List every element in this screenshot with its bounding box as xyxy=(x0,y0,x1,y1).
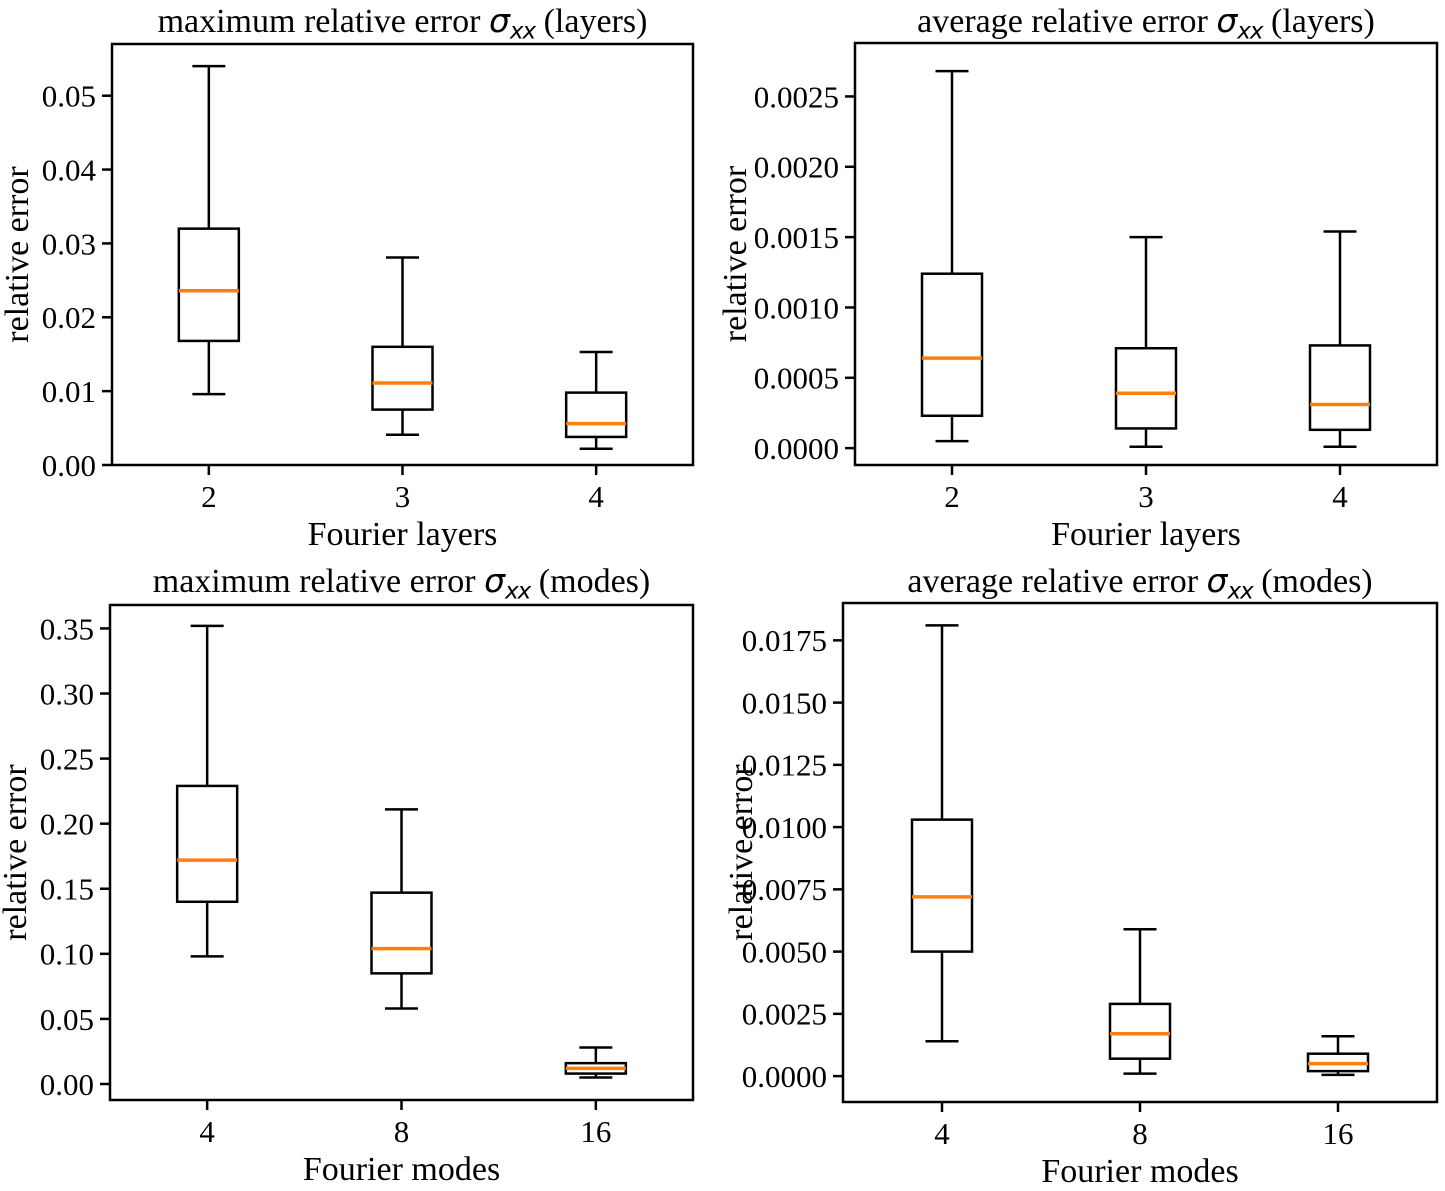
sigma-subscript: xx xyxy=(509,18,536,45)
x-axis-label: Fourier layers xyxy=(1051,516,1241,553)
y-tick-label: 0.00 xyxy=(42,448,96,483)
iqr-box xyxy=(370,891,433,975)
y-tick-label: 0.0025 xyxy=(742,997,827,1032)
chart-title: average relative error σxx (layers) xyxy=(855,2,1437,50)
x-axis-label: Fourier layers xyxy=(308,516,498,553)
y-tick-label: 0.0000 xyxy=(754,431,839,466)
iqr-box xyxy=(1114,346,1178,430)
y-tick-label: 0.0150 xyxy=(742,685,827,720)
y-axis-label: relative error xyxy=(0,166,36,343)
x-tick-label: 2 xyxy=(944,479,960,514)
y-tick-label: 0.20 xyxy=(40,807,94,842)
iqr-box xyxy=(371,345,434,411)
iqr-box xyxy=(175,784,239,904)
sigma-symbol: σ xyxy=(484,561,506,600)
y-tick-label: 0.0025 xyxy=(754,79,839,114)
y-axis-label: relative error xyxy=(723,764,760,941)
y-tick-label: 0.25 xyxy=(40,741,94,776)
title-text: (layers) xyxy=(1262,3,1375,40)
subplot-avg-error-layers: average relative error σxx (layers) 0.00… xyxy=(722,0,1445,560)
y-tick-label: 0.0175 xyxy=(742,623,827,658)
title-text: (modes) xyxy=(530,563,651,600)
iqr-box xyxy=(910,818,974,953)
y-tick-label: 0.0100 xyxy=(742,810,827,845)
y-tick-label: 0.10 xyxy=(40,937,94,972)
boxplot-canvas: 0.00 0.01 0.02 0.03 0.04 0.05 2 3 4 Fourier layer… xyxy=(0,42,695,553)
iqr-box xyxy=(177,227,241,343)
y-tick-label: 0.00 xyxy=(40,1067,94,1102)
x-tick-label: 2 xyxy=(201,479,217,514)
boxplot-canvas: 0.0000 0.0005 0.0010 0.0015 0.0020 0.0025 2 3 4 F… xyxy=(722,41,1439,553)
title-text: average relative error xyxy=(907,563,1207,600)
y-tick-label: 0.15 xyxy=(40,872,94,907)
y-tick-label: 0.0020 xyxy=(754,150,839,185)
title-text: average relative error xyxy=(917,3,1217,40)
y-tick-label: 0.04 xyxy=(42,152,97,187)
y-tick-label: 0.05 xyxy=(40,1002,94,1037)
x-tick-label: 4 xyxy=(1332,479,1348,514)
x-axis-label: Fourier modes xyxy=(1041,1153,1238,1190)
x-tick-label: 8 xyxy=(394,1114,410,1149)
boxplot-canvas: 0.00 0.05 0.10 0.15 0.20 0.25 0.30 0.35 4 8 16 Four… xyxy=(0,603,695,1188)
iqr-box xyxy=(1308,344,1372,432)
x-tick-label: 8 xyxy=(1132,1116,1148,1151)
y-tick-label: 0.0000 xyxy=(742,1059,827,1094)
x-tick-label: 16 xyxy=(580,1114,611,1149)
iqr-box xyxy=(564,391,628,439)
y-axis-label: relative error xyxy=(0,764,34,941)
chart-title: maximum relative error σxx (modes) xyxy=(110,562,693,610)
y-tick-label: 0.02 xyxy=(42,300,96,335)
sigma-subscript: xx xyxy=(505,578,531,605)
title-text: (layers) xyxy=(535,3,648,40)
y-tick-label: 0.0050 xyxy=(742,934,827,969)
iqr-box xyxy=(920,272,984,418)
chart-title: maximum relative error σxx (layers) xyxy=(112,2,693,50)
x-tick-label: 16 xyxy=(1323,1116,1354,1151)
sigma-symbol: σ xyxy=(1206,561,1228,600)
boxplot-canvas: 0.0000 0.0025 0.0050 0.0075 0.0100 0.0125 0.01… xyxy=(723,601,1439,1190)
iqr-box xyxy=(1108,1002,1172,1060)
y-tick-label: 0.0075 xyxy=(742,872,827,907)
x-tick-label: 3 xyxy=(1138,479,1154,514)
y-tick-label: 0.35 xyxy=(40,611,94,646)
y-axis-label: relative error xyxy=(722,165,754,342)
chart-title: average relative error σxx (modes) xyxy=(843,562,1437,610)
title-text: (modes) xyxy=(1252,563,1373,600)
title-text: maximum relative error xyxy=(157,3,489,40)
x-tick-label: 4 xyxy=(199,1114,215,1149)
y-tick-label: 0.01 xyxy=(42,374,96,409)
sigma-subscript: xx xyxy=(1227,578,1253,605)
sigma-symbol: σ xyxy=(488,1,510,40)
title-text: maximum relative error xyxy=(152,563,485,600)
y-tick-label: 0.03 xyxy=(42,226,96,261)
y-tick-label: 0.05 xyxy=(42,79,96,114)
sigma-symbol: σ xyxy=(1216,1,1238,40)
y-tick-label: 0.0010 xyxy=(754,290,839,325)
y-tick-label: 0.30 xyxy=(40,676,94,711)
x-tick-label: 3 xyxy=(395,479,411,514)
y-tick-label: 0.0005 xyxy=(754,361,839,396)
subplot-avg-error-modes: average relative error σxx (modes) 0.000… xyxy=(722,560,1445,1191)
x-tick-label: 4 xyxy=(934,1116,950,1151)
x-axis-label: Fourier modes xyxy=(303,1151,500,1188)
y-tick-label: 0.0125 xyxy=(742,748,827,783)
subplot-max-error-modes: maximum relative error σxx (modes) 0.00 0… xyxy=(0,560,722,1191)
x-tick-label: 4 xyxy=(588,479,604,514)
y-tick-label: 0.0015 xyxy=(754,220,839,255)
subplot-max-error-layers: maximum relative error σxx (layers) 0.00… xyxy=(0,0,722,560)
sigma-subscript: xx xyxy=(1237,18,1263,45)
